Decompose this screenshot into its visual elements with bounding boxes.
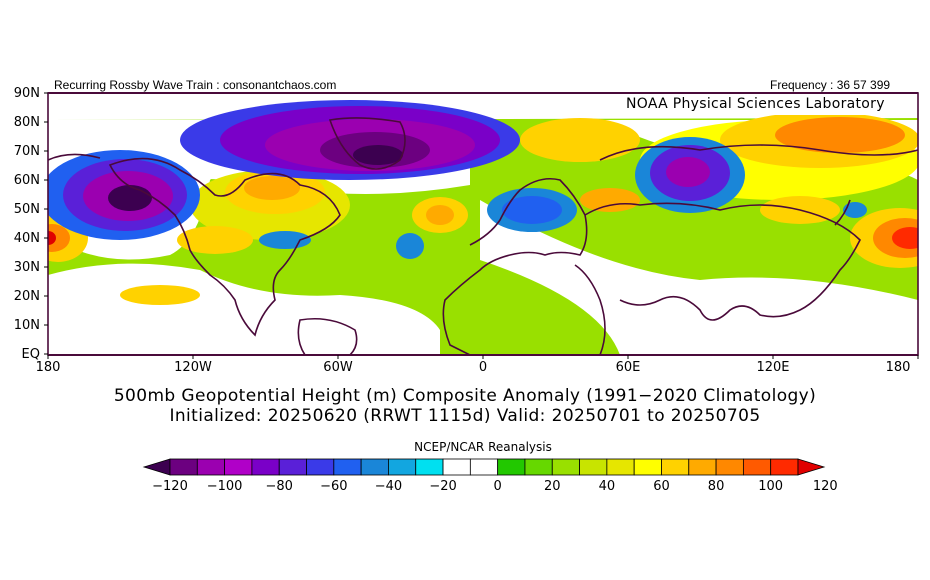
lat-label-70n: 70N: [13, 144, 40, 159]
lat-label-eq: EQ: [21, 347, 40, 362]
credit-box: [618, 95, 916, 115]
colorbar-swatch: [360, 458, 389, 476]
lat-label-90n: 90N: [13, 86, 40, 101]
lon-label-180e: 180: [885, 360, 911, 375]
lon-label-60w: 60W: [323, 360, 353, 375]
colorbar-swatch: [715, 458, 744, 476]
colorbar-swatch: [278, 458, 307, 476]
lon-label-0: 0: [478, 360, 488, 375]
colorbar-tick-label: 100: [758, 479, 784, 494]
lat-label-30n: 30N: [13, 260, 40, 275]
colorbar-tick-label: −100: [206, 479, 243, 494]
colorbar-swatch: [633, 458, 662, 476]
lon-label-60e: 60E: [615, 360, 641, 375]
colorbar-swatch: [224, 458, 253, 476]
colorbar-tick-label: −120: [152, 479, 188, 494]
colorbar-swatch: [333, 458, 362, 476]
header-left-text: Recurring Rossby Wave Train : consonantc…: [54, 78, 337, 92]
colorbar-swatch: [497, 458, 526, 476]
colorbar-tick-label: −40: [374, 479, 403, 494]
colorbar-swatch: [579, 458, 608, 476]
colorbar-tick-label: −20: [429, 479, 457, 494]
colorbar-arrow-low: [142, 458, 171, 476]
colorbar-swatch: [196, 458, 226, 476]
anomaly-field: [48, 93, 918, 355]
colorbar-swatch: [524, 458, 553, 476]
colorbar-tick-label: 20: [543, 479, 561, 494]
colorbar: [142, 458, 826, 476]
colorbar-swatch: [306, 458, 335, 476]
lat-label-60n: 60N: [13, 173, 40, 188]
colorbar-tick-label: 80: [707, 479, 725, 494]
colorbar-arrow-high: [797, 458, 826, 476]
axis-ticks: [44, 92, 919, 359]
colorbar-swatch: [688, 458, 717, 476]
title-line-1: 500mb Geopotential Height (m) Composite …: [113, 386, 817, 406]
colorbar-tick-label: 60: [653, 479, 670, 494]
title-line-2: Initialized: 20250620 (RRWT 1115d) Valid…: [169, 406, 761, 426]
colorbar-tick-label: −80: [265, 479, 293, 494]
colorbar-swatch: [551, 458, 580, 476]
colorbar-swatch: [251, 458, 280, 476]
colorbar-swatch: [169, 458, 198, 476]
lat-label-20n: 20N: [13, 289, 40, 304]
lat-label-40n: 40N: [13, 231, 40, 246]
lat-label-80n: 80N: [13, 115, 40, 130]
colorbar-tick-label: 40: [598, 479, 616, 494]
colorbar-tick-label: −60: [320, 479, 348, 494]
colorbar-swatch: [442, 458, 471, 476]
coastlines: [48, 117, 918, 355]
colorbar-swatch: [469, 458, 499, 476]
lat-label-50n: 50N: [13, 202, 40, 217]
lon-label-120w: 120W: [174, 360, 212, 375]
lon-label-180w: 180: [35, 360, 61, 375]
colorbar-tick-label: 120: [812, 479, 838, 494]
colorbar-swatch: [415, 458, 444, 476]
lat-label-10n: 10N: [13, 318, 40, 333]
colorbar-swatch: [661, 458, 690, 476]
colorbar-tick-label: 0: [493, 479, 502, 494]
lon-label-120e: 120E: [756, 360, 790, 375]
colorbar-swatch: [742, 458, 772, 476]
credit-text: NOAA Physical Sciences Laboratory: [626, 96, 885, 112]
colorbar-swatch: [388, 458, 417, 476]
colorbar-swatch: [606, 458, 635, 476]
header-right-text: Frequency : 36 57 399: [770, 78, 891, 92]
colorbar-swatch: [770, 458, 799, 476]
source-label: NCEP/NCAR Reanalysis: [414, 440, 552, 454]
